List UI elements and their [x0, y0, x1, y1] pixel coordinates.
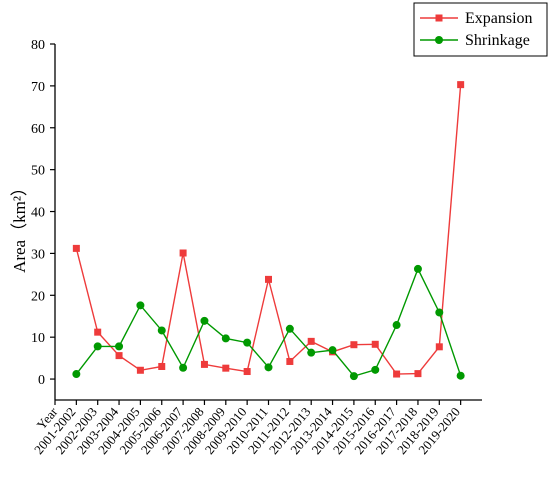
data-point-shrinkage	[328, 346, 337, 355]
data-point-shrinkage	[264, 363, 273, 372]
y-tick-label: 40	[31, 206, 45, 221]
data-point-shrinkage	[72, 370, 81, 379]
y-axis-ticks: 0 10 20 30 40 50 60 70 80	[31, 38, 55, 388]
legend-item-shrinkage: Shrinkage	[420, 32, 530, 49]
data-point-expansion	[179, 249, 187, 257]
y-tick-label: 20	[31, 289, 45, 304]
y-tick-label: 10	[31, 331, 45, 346]
data-point-expansion	[200, 360, 208, 368]
data-point-expansion	[265, 275, 272, 283]
series-expansion	[72, 81, 465, 378]
data-point-shrinkage	[435, 308, 444, 317]
data-point-expansion	[414, 370, 422, 378]
data-point-expansion	[350, 341, 358, 349]
legend-marker-square	[435, 14, 443, 22]
legend-item-expansion: Expansion	[420, 10, 533, 27]
legend-label: Shrinkage	[465, 32, 530, 49]
data-point-shrinkage	[136, 301, 145, 310]
data-point-shrinkage	[221, 334, 230, 343]
data-point-expansion	[72, 244, 80, 252]
data-point-shrinkage	[157, 326, 166, 335]
series-line-expansion	[75, 84, 462, 375]
series-layer	[72, 81, 465, 381]
series-shrinkage	[72, 264, 465, 381]
y-tick-label: 70	[31, 80, 45, 95]
y-tick-label: 60	[31, 122, 45, 137]
legend-label: Expansion	[465, 10, 533, 27]
series-line-shrinkage	[75, 267, 462, 377]
legend-box	[413, 2, 548, 57]
data-point-expansion	[94, 328, 102, 336]
data-point-expansion	[371, 340, 379, 348]
data-point-shrinkage	[413, 264, 422, 273]
data-point-shrinkage	[392, 321, 401, 330]
data-point-shrinkage	[93, 342, 102, 351]
data-point-expansion	[243, 368, 251, 376]
data-point-expansion	[286, 357, 294, 365]
data-point-shrinkage	[371, 365, 380, 374]
data-point-shrinkage	[115, 342, 124, 351]
data-point-shrinkage	[456, 371, 465, 380]
data-point-shrinkage	[307, 348, 316, 357]
data-point-expansion	[136, 366, 144, 374]
data-point-expansion	[435, 343, 443, 351]
data-point-shrinkage	[349, 372, 358, 381]
data-point-shrinkage	[200, 316, 209, 325]
x-axis-ticks: Year2001-20022002-20032003-20042004-2005…	[31, 400, 463, 457]
data-point-shrinkage	[243, 338, 252, 347]
legend: Expansion Shrinkage	[413, 2, 548, 57]
y-tick-label: 80	[31, 38, 45, 53]
y-tick-label: 0	[38, 373, 45, 388]
data-point-expansion	[307, 337, 315, 345]
y-tick-label: 50	[31, 164, 45, 179]
data-point-expansion	[222, 364, 230, 372]
data-point-shrinkage	[285, 324, 294, 333]
data-point-shrinkage	[179, 363, 188, 372]
y-tick-label: 30	[31, 247, 45, 262]
data-point-expansion	[457, 81, 465, 89]
data-point-expansion	[115, 352, 123, 360]
legend-marker-circle	[435, 36, 443, 44]
data-point-expansion	[158, 362, 166, 370]
data-point-expansion	[393, 370, 401, 378]
y-axis-title: Area（km²）	[10, 179, 29, 273]
